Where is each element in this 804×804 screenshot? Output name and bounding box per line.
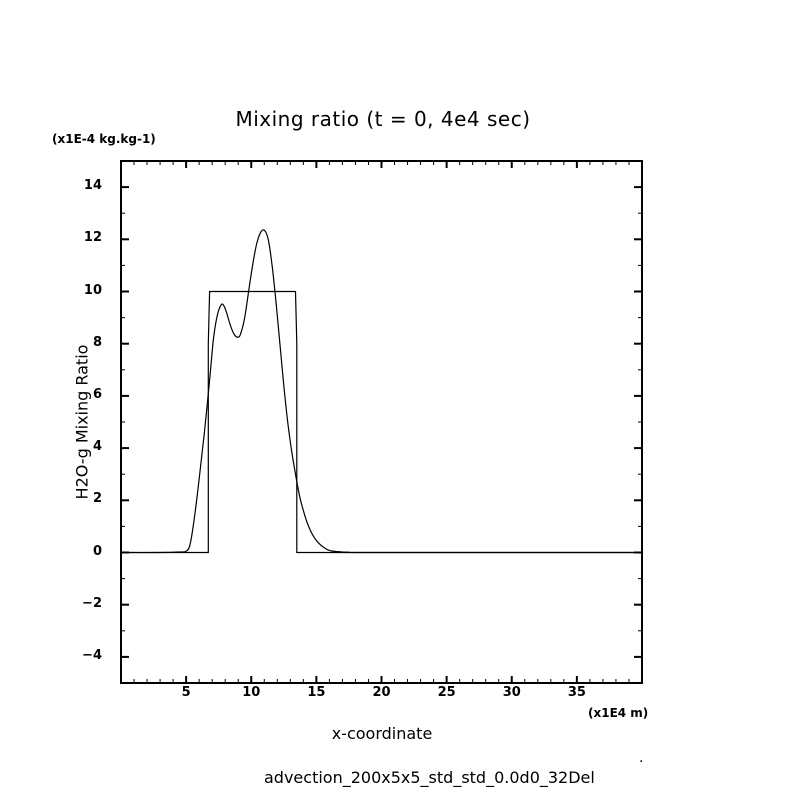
x-tick-label: 5 — [181, 685, 191, 700]
y-tick-label: 4 — [92, 439, 102, 455]
y-tick-label: 2 — [92, 491, 102, 507]
x-tick-label: 35 — [567, 685, 586, 700]
plot-frame — [120, 160, 643, 684]
y-tick-label: 10 — [83, 282, 102, 298]
x-tick-label: 30 — [502, 685, 521, 700]
y-axis-label: H2O-g Mixing Ratio — [72, 344, 92, 500]
axes-frame — [120, 160, 643, 684]
x-tick-label: 20 — [372, 685, 391, 700]
data-series — [120, 229, 642, 554]
advected-profile-line — [120, 229, 642, 554]
footer-annotation: advection_200x5x5_std_std_0.0d0_32Del — [264, 768, 595, 787]
y-tick-label: 8 — [92, 334, 102, 350]
x-tick-label: 10 — [242, 685, 261, 700]
x-tick-label: 15 — [307, 685, 326, 700]
y-axis-units: (x1E-4 kg.kg-1) — [52, 132, 156, 146]
y-tick-label: 14 — [83, 178, 102, 194]
y-tick-label: 0 — [92, 543, 102, 559]
y-tick-label: −2 — [82, 595, 102, 611]
footer-dot: . — [639, 750, 644, 766]
y-tick-label: 6 — [92, 386, 102, 402]
chart-title: Mixing ratio (t = 0, 4e4 sec) — [235, 107, 531, 131]
y-tick-label: 12 — [83, 230, 102, 246]
initial-pulse-line — [121, 290, 642, 554]
x-axis-label: x-coordinate — [331, 724, 433, 743]
y-tick-label: −4 — [82, 647, 102, 663]
x-tick-label: 25 — [437, 685, 456, 700]
x-axis-units: (x1E4 m) — [588, 706, 649, 720]
